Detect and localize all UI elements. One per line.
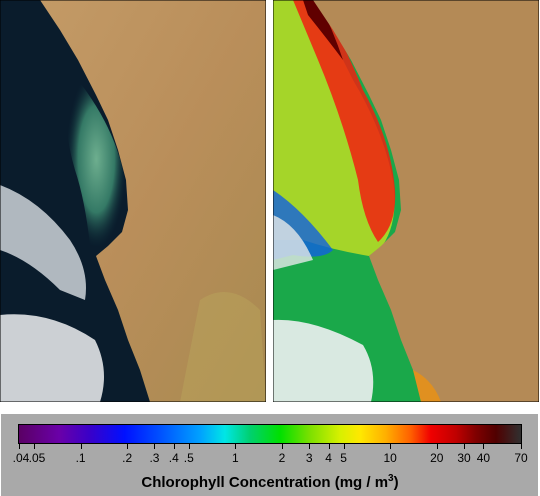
tick-label: .3 xyxy=(149,451,160,465)
color-bar xyxy=(18,424,522,444)
cloud xyxy=(0,185,86,300)
legend-title: Chlorophyll Concentration (mg / m3) xyxy=(141,473,399,491)
tick-mark xyxy=(343,444,345,449)
tick-label: .1 xyxy=(75,451,86,465)
tick-label: .05 xyxy=(28,451,46,465)
tick-mark xyxy=(173,444,175,449)
tick-mark xyxy=(34,444,35,449)
tick-mark xyxy=(521,444,522,449)
high-chlorophyll-zone xyxy=(293,0,396,242)
tick-label: 4 xyxy=(325,451,332,465)
tick-label: .04 xyxy=(12,451,30,465)
tick-label: .2 xyxy=(122,451,133,465)
tick-label: 1 xyxy=(232,451,239,465)
tick-mark xyxy=(436,444,438,449)
tick-label: 5 xyxy=(340,451,347,465)
chlorophyll-satellite-image xyxy=(273,0,539,402)
tick-mark xyxy=(390,444,392,449)
tick-label: 20 xyxy=(430,451,444,465)
tick-mark xyxy=(328,444,330,449)
tick-label: 10 xyxy=(383,451,397,465)
tick-label: 70 xyxy=(514,451,528,465)
tick-label: .4 xyxy=(168,451,179,465)
tick-label: 40 xyxy=(476,451,491,465)
cloud xyxy=(273,319,374,402)
tick-mark xyxy=(127,444,129,449)
land xyxy=(313,0,539,402)
true-color-satellite-image xyxy=(0,0,266,402)
very-high-chlorophyll-zone xyxy=(303,0,343,60)
algal-bloom xyxy=(66,70,127,248)
coastal-chlorophyll xyxy=(413,370,441,402)
true-color-map xyxy=(0,0,266,402)
tick-label: 30 xyxy=(457,451,471,465)
chlorophyll-map xyxy=(273,0,539,402)
cloud xyxy=(0,314,104,402)
tick-mark xyxy=(188,444,190,449)
tick-mark xyxy=(19,444,20,449)
land xyxy=(180,292,266,402)
tick-mark xyxy=(154,444,156,449)
tick-mark xyxy=(464,444,466,449)
tick-label: 2 xyxy=(278,451,286,465)
tick-mark xyxy=(483,444,485,449)
tick-label: 3 xyxy=(305,451,313,465)
tick-mark xyxy=(235,444,237,449)
tick-label: .5 xyxy=(183,451,194,465)
tick-mark xyxy=(309,444,311,449)
tick-mark xyxy=(80,444,82,449)
cloud xyxy=(273,215,313,270)
tick-mark xyxy=(281,444,283,449)
